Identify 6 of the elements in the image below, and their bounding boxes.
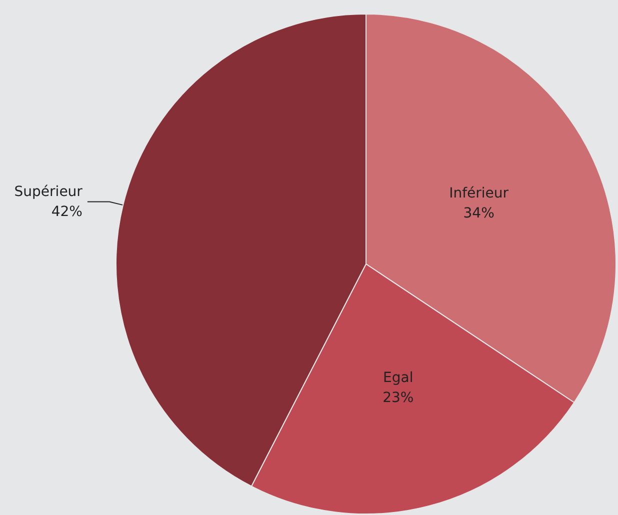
data-label: 42% (51, 204, 82, 220)
slice-label: Supérieur (14, 184, 83, 200)
slice-label: Egal (383, 370, 414, 386)
slice-label: Inférieur (449, 186, 509, 202)
data-label: 34% (463, 206, 494, 222)
data-label: 23% (382, 390, 414, 406)
